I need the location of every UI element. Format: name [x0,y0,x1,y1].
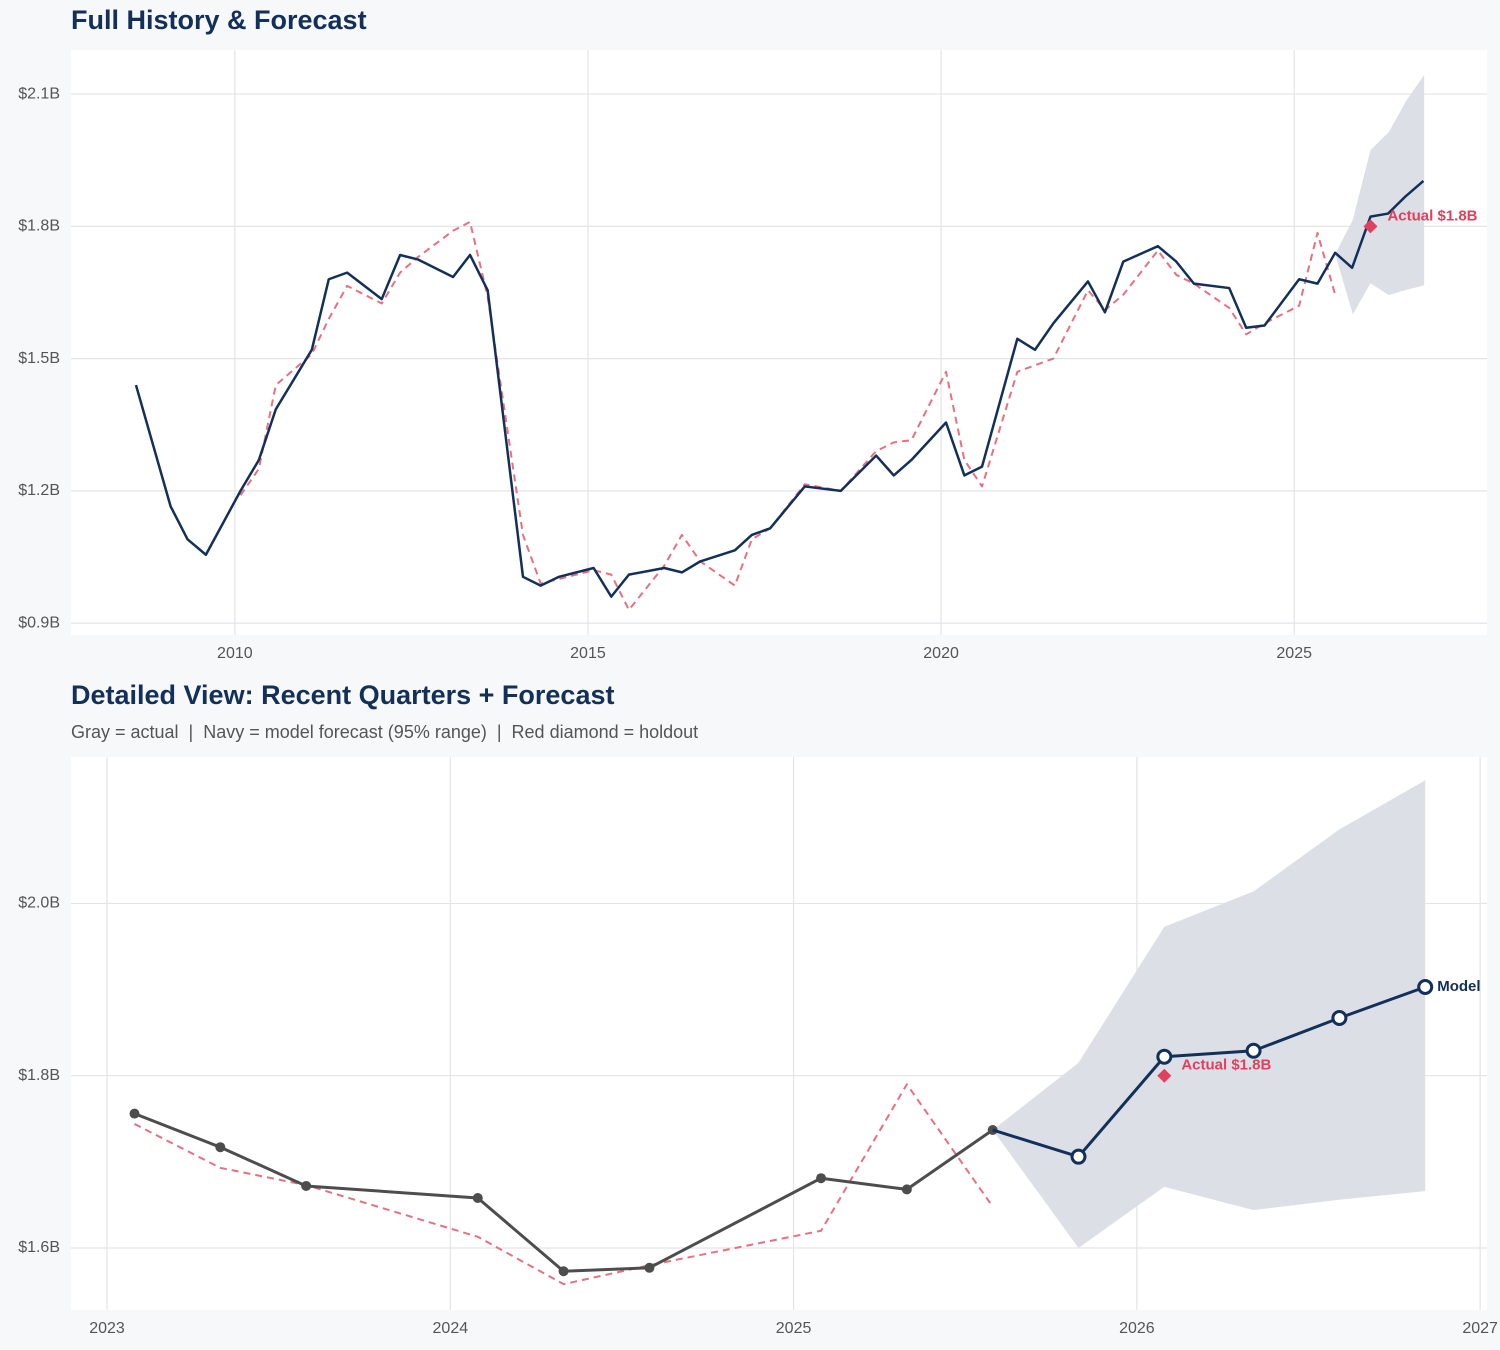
y-tick-label: $0.9B [18,614,60,631]
plot-area [71,50,1487,635]
chart-title: Detailed View: Recent Quarters + Forecas… [71,680,614,710]
x-tick-label: 2020 [923,645,959,662]
point [1331,1009,1348,1026]
chart-title: Full History & Forecast [71,5,367,35]
x-tick-label: 2023 [89,1320,125,1337]
chart-subtitle: Gray = actual | Navy = model forecast (9… [71,722,698,742]
y-tick-label: $2.0B [18,895,60,912]
y-tick-label: $1.6B [18,1239,60,1256]
point [901,1184,912,1195]
holdout-label: Actual $1.8B [1181,1057,1271,1074]
y-tick-label: $1.8B [18,1067,60,1084]
series-line [134,1083,994,1286]
x-tick-label: 2024 [433,1320,469,1337]
series-line [134,179,1425,598]
y-tick-label: $1.2B [18,482,60,499]
y-tick-label: $1.5B [18,350,60,367]
holdout-label: Actual $1.8B [1387,207,1477,224]
point [301,1180,312,1191]
x-tick-label: 2026 [1119,1320,1155,1337]
point [644,1262,655,1273]
point [472,1193,483,1204]
point [215,1142,226,1153]
y-tick-label: $1.8B [18,218,60,235]
holdout-diamond [1363,219,1378,234]
x-tick-label: 2027 [1462,1320,1498,1337]
x-tick-label: 2025 [776,1320,812,1337]
point [1156,1048,1173,1065]
point [1245,1042,1262,1059]
point [1070,1148,1087,1165]
x-tick-label: 2010 [217,645,253,662]
point [129,1108,140,1119]
connector [992,1128,1079,1159]
point [816,1173,827,1184]
point [558,1266,569,1277]
holdout-diamond [1157,1068,1172,1083]
x-tick-label: 2015 [570,645,606,662]
point [1417,978,1434,995]
y-tick-label: $2.1B [18,85,60,102]
x-tick-label: 2025 [1276,645,1312,662]
end-label: Model [1437,978,1480,995]
